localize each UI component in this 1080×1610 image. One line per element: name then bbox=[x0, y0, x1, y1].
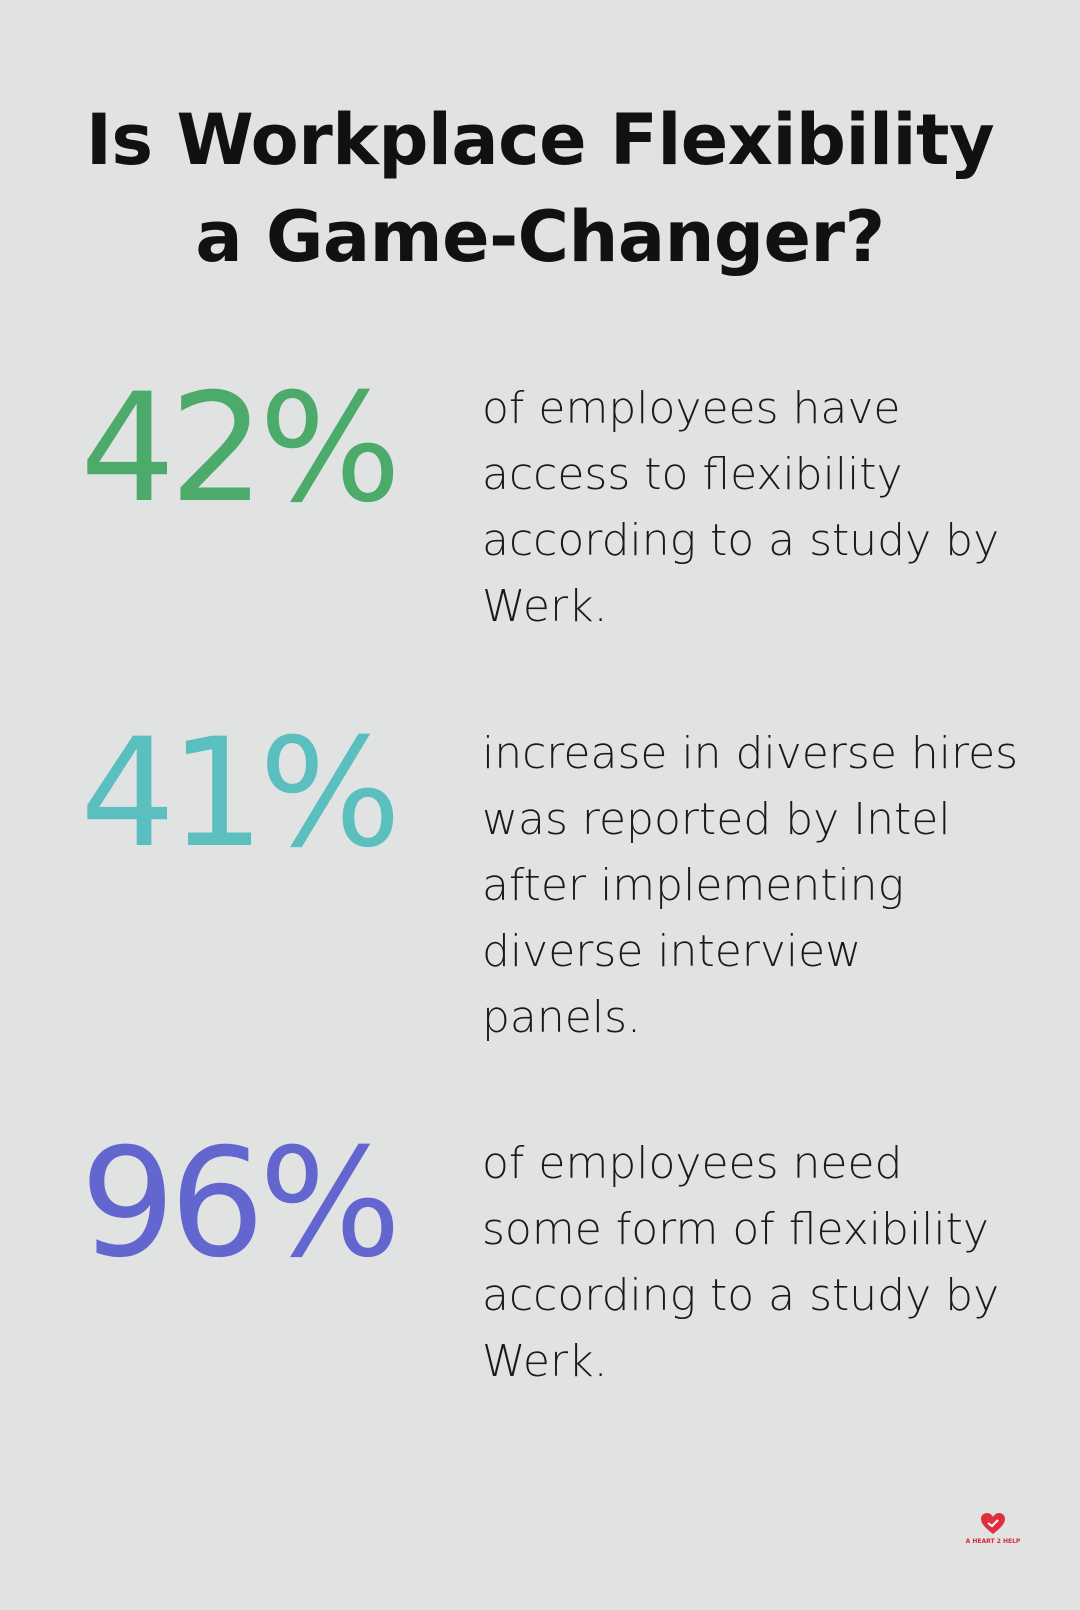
stat-value: 41% bbox=[80, 707, 401, 881]
logo: A HEART 2 HELP bbox=[958, 1512, 1028, 1545]
logo-text: A HEART 2 HELP bbox=[965, 1538, 1021, 1545]
stat-value: 96% bbox=[80, 1117, 401, 1291]
logo-icon bbox=[981, 1513, 1005, 1534]
stat-text: of employees have access to flexibility … bbox=[482, 383, 1000, 632]
stat-text: increase in diverse hires was reported b… bbox=[482, 728, 1019, 1043]
stat-text: of employees need some form of flexibili… bbox=[482, 1138, 1000, 1387]
title: Is Workplace Flexibility a Game-Changer? bbox=[85, 99, 995, 278]
stat-value: 42% bbox=[80, 362, 401, 536]
